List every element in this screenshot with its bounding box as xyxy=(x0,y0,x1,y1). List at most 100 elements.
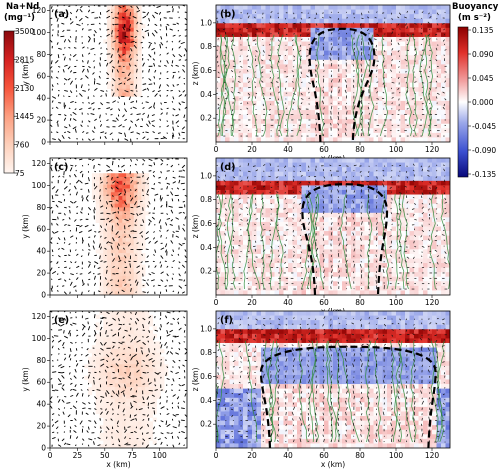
wind-vector xyxy=(136,68,138,73)
buoyancy-cell xyxy=(315,91,320,97)
wind-vector xyxy=(128,234,131,238)
buoyancy-cell xyxy=(369,194,374,200)
buoyancy-cell xyxy=(288,114,293,120)
buoyancy-cell xyxy=(378,78,383,83)
buoyancy-cell xyxy=(216,203,221,209)
concentration-cell xyxy=(118,73,123,78)
buoyancy-cell xyxy=(225,132,230,138)
buoyancy-cell xyxy=(229,36,235,42)
wind-vector xyxy=(51,84,54,88)
concentration-cell xyxy=(110,260,115,265)
wind-vector xyxy=(148,164,153,167)
concentration-cell xyxy=(141,215,146,220)
buoyancy-cell xyxy=(270,23,275,29)
buoyancy-cell xyxy=(427,212,433,218)
buoyancy-cell xyxy=(292,41,298,47)
concentration-cell xyxy=(133,39,138,44)
wind-vector xyxy=(64,206,67,209)
buoyancy-cell xyxy=(396,46,401,51)
buoyancy-cell xyxy=(387,167,392,172)
buoyancy-cell xyxy=(252,36,257,42)
wind-vector xyxy=(128,63,131,67)
x-tick-label: 100 xyxy=(389,145,404,154)
buoyancy-cell xyxy=(373,50,379,56)
buoyancy-cell xyxy=(373,64,379,70)
wind-vector xyxy=(74,219,77,222)
buoyancy-cell xyxy=(306,91,311,97)
buoyancy-cell xyxy=(382,32,388,38)
buoyancy-cell xyxy=(270,176,275,182)
buoyancy-cell xyxy=(423,5,428,10)
buoyancy-cell xyxy=(436,59,442,65)
buoyancy-cell xyxy=(310,18,316,24)
buoyancy-cell xyxy=(346,137,352,142)
buoyancy-cell xyxy=(333,185,338,191)
concentration-cell xyxy=(126,62,131,67)
buoyancy-cell xyxy=(355,221,361,227)
buoyancy-cell xyxy=(418,221,424,227)
wind-vector xyxy=(246,55,249,58)
wind-vector xyxy=(397,76,400,80)
buoyancy-cell xyxy=(436,46,442,51)
wind-vector xyxy=(87,38,91,43)
buoyancy-cell xyxy=(333,36,338,42)
concentration-cell xyxy=(126,77,131,82)
concentration-cell xyxy=(137,192,142,197)
buoyancy-cell xyxy=(319,5,325,10)
wind-vector xyxy=(159,44,162,49)
wind-vector xyxy=(64,90,68,92)
buoyancy-cell xyxy=(369,5,374,10)
buoyancy-cell xyxy=(324,189,329,195)
buoyancy-cell xyxy=(283,119,289,125)
wind-vector xyxy=(308,43,310,46)
buoyancy-cell xyxy=(324,23,329,29)
buoyancy-cell xyxy=(324,212,329,218)
wind-vector xyxy=(148,212,151,214)
buoyancy-cell xyxy=(432,114,437,120)
buoyancy-cell xyxy=(229,32,235,38)
buoyancy-cell xyxy=(301,171,307,177)
wind-vector xyxy=(160,234,162,238)
concentration-cell xyxy=(107,184,112,189)
buoyancy-cell xyxy=(315,5,320,10)
buoyancy-cell xyxy=(261,128,266,134)
concentration-cell xyxy=(114,237,119,243)
wind-vector xyxy=(73,47,77,49)
wind-vector xyxy=(55,11,59,13)
wind-vector xyxy=(276,81,279,83)
buoyancy-cell xyxy=(396,123,401,129)
buoyancy-cell xyxy=(346,46,352,51)
buoyancy-cell xyxy=(445,212,450,218)
buoyancy-cell xyxy=(400,221,406,227)
buoyancy-cell xyxy=(418,217,424,223)
concentration-cell xyxy=(103,211,108,216)
buoyancy-cell xyxy=(247,41,253,47)
buoyancy-cell xyxy=(364,137,370,142)
buoyancy-cell xyxy=(229,64,235,70)
wind-vector xyxy=(255,64,258,67)
wind-vector xyxy=(148,44,151,49)
buoyancy-cell xyxy=(369,27,374,33)
wind-vector xyxy=(435,59,438,62)
buoyancy-cell xyxy=(405,96,410,102)
wind-vector xyxy=(81,60,84,63)
buoyancy-cell xyxy=(369,189,374,195)
buoyancy-cell xyxy=(324,50,329,56)
buoyancy-cell xyxy=(306,87,311,93)
wind-vector xyxy=(217,103,220,106)
buoyancy-cell xyxy=(247,208,253,214)
buoyancy-cell xyxy=(373,176,379,182)
wind-vector xyxy=(166,60,169,64)
buoyancy-cell xyxy=(328,212,334,218)
wind-vector xyxy=(159,118,162,121)
buoyancy-cell xyxy=(324,73,329,79)
buoyancy-cell xyxy=(220,78,226,83)
wind-vector xyxy=(181,264,186,268)
y-tick-label: 120 xyxy=(32,159,47,168)
buoyancy-cell xyxy=(270,162,275,168)
wind-vector xyxy=(127,72,131,77)
wind-vector xyxy=(168,205,173,208)
buoyancy-cell xyxy=(265,59,271,65)
concentration-cell xyxy=(118,62,123,67)
buoyancy-cell xyxy=(319,50,325,56)
